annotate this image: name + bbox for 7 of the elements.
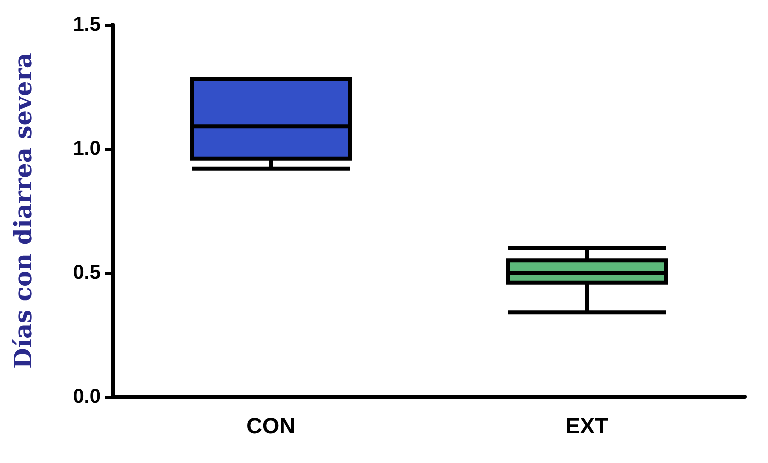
- y-tick-label: 1.0: [73, 138, 101, 160]
- x-tick-label: EXT: [566, 414, 609, 438]
- y-tick-label: 1.5: [73, 14, 101, 36]
- x-tick-label: CON: [246, 414, 296, 438]
- y-tick-label: 0.5: [73, 262, 101, 284]
- y-axis-title: Días con diarrea severa: [8, 53, 38, 369]
- y-tick-label: 0.0: [73, 386, 101, 408]
